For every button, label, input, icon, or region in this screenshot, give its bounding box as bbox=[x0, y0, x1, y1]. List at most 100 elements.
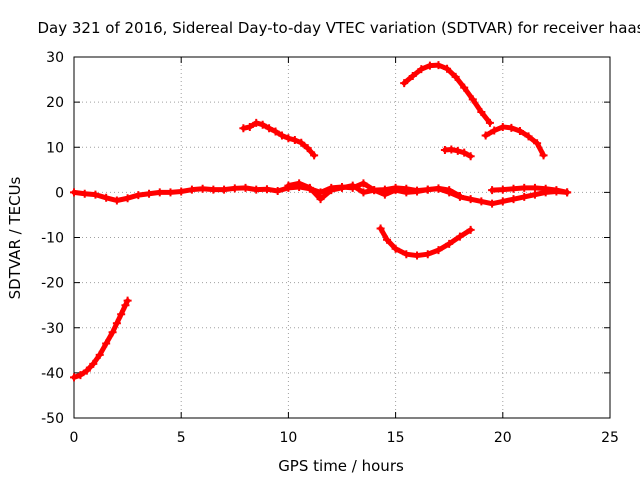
y-tick-label: -40 bbox=[41, 366, 64, 382]
y-tick-label: -20 bbox=[41, 276, 64, 292]
data-point bbox=[95, 350, 104, 359]
data-point bbox=[391, 244, 400, 253]
data-point bbox=[460, 148, 469, 157]
data-point bbox=[198, 184, 207, 193]
data-point bbox=[220, 185, 229, 194]
data-point bbox=[310, 151, 319, 160]
data-point bbox=[488, 199, 497, 208]
data-series bbox=[488, 183, 572, 197]
data-point bbox=[455, 232, 464, 241]
data-point bbox=[376, 224, 385, 233]
data-point bbox=[451, 72, 460, 81]
data-point bbox=[507, 123, 516, 132]
data-series bbox=[239, 118, 319, 160]
data-point bbox=[70, 373, 78, 382]
x-tick-label: 0 bbox=[70, 430, 79, 446]
data-point bbox=[290, 136, 299, 145]
y-tick-label: 10 bbox=[46, 140, 64, 156]
data-point bbox=[82, 366, 91, 375]
x-tick-label: 20 bbox=[494, 430, 512, 446]
data-point bbox=[423, 185, 432, 194]
data-point bbox=[477, 108, 486, 117]
data-point bbox=[108, 328, 117, 337]
data-point bbox=[498, 197, 507, 206]
y-tick-label: -10 bbox=[41, 231, 64, 247]
data-point bbox=[552, 186, 561, 195]
series-trace bbox=[378, 225, 474, 259]
data-point bbox=[359, 179, 368, 188]
data-series bbox=[400, 61, 494, 127]
y-tick-label: 0 bbox=[55, 185, 64, 201]
x-tick-label: 25 bbox=[601, 430, 619, 446]
y-tick-label: -30 bbox=[41, 321, 64, 337]
data-point bbox=[477, 197, 486, 206]
x-tick-label: 5 bbox=[177, 430, 186, 446]
data-series bbox=[70, 296, 132, 382]
data-point bbox=[121, 301, 130, 310]
data-point bbox=[316, 195, 325, 204]
data-point bbox=[265, 124, 274, 133]
data-point bbox=[425, 61, 434, 70]
data-series bbox=[376, 224, 475, 260]
data-point bbox=[466, 225, 475, 234]
series-trace bbox=[240, 120, 317, 158]
data-point bbox=[284, 134, 293, 143]
data-point bbox=[123, 194, 132, 203]
data-point bbox=[209, 185, 218, 194]
data-point bbox=[498, 122, 507, 131]
x-tick-label: 15 bbox=[387, 430, 405, 446]
data-point bbox=[520, 183, 529, 192]
data-point bbox=[327, 186, 336, 195]
data-point bbox=[408, 71, 417, 80]
data-point bbox=[284, 181, 293, 190]
data-point bbox=[297, 138, 306, 147]
data-point bbox=[102, 193, 111, 202]
chart-title: Day 321 of 2016, Sidereal Day-to-day VTE… bbox=[37, 19, 640, 37]
data-point bbox=[460, 83, 469, 92]
data-point bbox=[466, 195, 475, 204]
data-point bbox=[509, 195, 518, 204]
data-point bbox=[258, 120, 267, 129]
data-point bbox=[455, 192, 464, 201]
data-point bbox=[145, 189, 154, 198]
data-point bbox=[488, 186, 497, 195]
x-tick-label: 10 bbox=[279, 430, 297, 446]
data-point bbox=[70, 188, 78, 197]
data-point bbox=[530, 190, 539, 199]
data-point bbox=[112, 319, 121, 328]
data-point bbox=[252, 118, 261, 127]
data-point bbox=[413, 251, 422, 260]
data-point bbox=[252, 185, 261, 194]
data-point bbox=[271, 127, 280, 136]
data-point bbox=[434, 61, 443, 70]
data-point bbox=[533, 139, 542, 148]
data-point bbox=[112, 196, 121, 205]
data-point bbox=[230, 184, 239, 193]
data-point bbox=[239, 124, 248, 133]
y-tick-label: 20 bbox=[46, 95, 64, 111]
data-point bbox=[400, 79, 409, 88]
data-point bbox=[273, 187, 282, 196]
data-points bbox=[70, 61, 572, 382]
y-tick-label: 30 bbox=[46, 50, 64, 66]
data-point bbox=[539, 151, 548, 160]
data-point bbox=[541, 184, 550, 193]
y-tick-label: -50 bbox=[41, 411, 64, 427]
data-point bbox=[89, 359, 98, 368]
data-point bbox=[295, 179, 304, 188]
data-point bbox=[370, 186, 379, 195]
data-point bbox=[423, 250, 432, 259]
data-series bbox=[284, 179, 572, 208]
data-point bbox=[166, 188, 175, 197]
data-point bbox=[481, 131, 490, 140]
data-point bbox=[417, 65, 426, 74]
data-point bbox=[338, 183, 346, 192]
data-point bbox=[498, 185, 507, 194]
data-point bbox=[530, 183, 539, 192]
data-point bbox=[134, 191, 143, 200]
data-point bbox=[413, 187, 422, 196]
data-point bbox=[177, 187, 186, 196]
data-point bbox=[402, 188, 411, 197]
data-point bbox=[453, 146, 462, 155]
data-point bbox=[524, 132, 533, 141]
